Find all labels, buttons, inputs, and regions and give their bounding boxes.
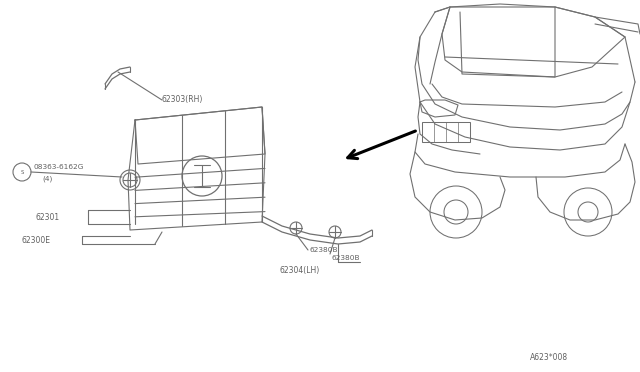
Text: 62300E: 62300E	[21, 235, 50, 244]
Text: S: S	[20, 170, 24, 174]
Text: (4): (4)	[42, 176, 52, 182]
Text: 62304(LH): 62304(LH)	[280, 266, 320, 275]
Text: 62380B: 62380B	[310, 247, 339, 253]
Text: 62380B: 62380B	[332, 255, 360, 261]
Text: 08363-6162G: 08363-6162G	[33, 164, 83, 170]
Text: A623*008: A623*008	[530, 353, 568, 362]
Text: 62303(RH): 62303(RH)	[162, 94, 204, 103]
Text: 62301: 62301	[36, 212, 60, 221]
